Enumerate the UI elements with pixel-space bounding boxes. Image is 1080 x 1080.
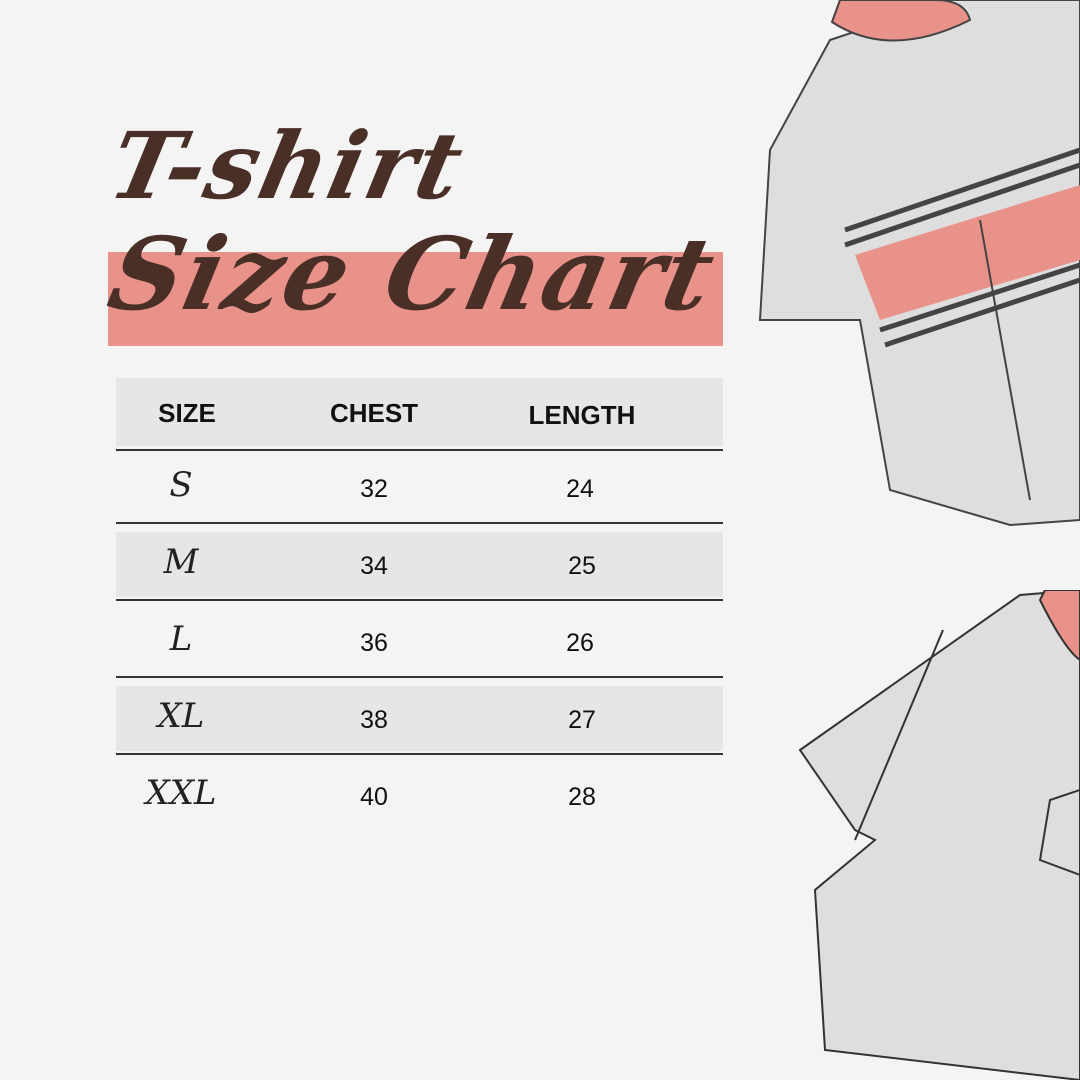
size-cell: XXL [145, 773, 217, 813]
length-cell: 27 [568, 706, 596, 734]
length-cell: 25 [568, 552, 596, 580]
title-line-2: Size Chart [99, 215, 726, 333]
chest-cell: 38 [360, 706, 388, 734]
table-header: SIZE CHEST LENGTH [116, 378, 723, 446]
header-size: SIZE [158, 398, 216, 428]
length-cell: 28 [568, 783, 596, 811]
length-cell: 24 [566, 475, 594, 503]
table-row: S 32 24 [116, 455, 723, 520]
size-cell: L [169, 619, 193, 659]
title-highlight-band [108, 252, 723, 346]
chest-cell: 36 [360, 629, 388, 657]
chest-cell: 32 [360, 475, 388, 503]
divider [116, 599, 723, 601]
chest-cell: 34 [360, 552, 388, 580]
length-cell: 26 [566, 629, 594, 657]
table-row: XXL 40 28 [116, 763, 723, 828]
divider [116, 753, 723, 755]
divider [116, 676, 723, 678]
striped-tshirt-illustration [758, 0, 1080, 527]
header-length: LENGTH [528, 400, 636, 430]
pocket-tshirt-illustration [798, 590, 1080, 1080]
header-chest: CHEST [329, 398, 419, 428]
divider [116, 449, 723, 451]
table-row: M 34 25 [116, 532, 723, 597]
size-cell: M [163, 542, 199, 582]
table-row: XL 38 27 [116, 686, 723, 751]
table-row: L 36 26 [116, 609, 723, 674]
chest-cell: 40 [360, 783, 388, 811]
divider [116, 522, 723, 524]
size-cell: S [169, 465, 193, 505]
size-cell: XL [157, 696, 205, 736]
title-line-1: T-shirt [100, 112, 474, 220]
